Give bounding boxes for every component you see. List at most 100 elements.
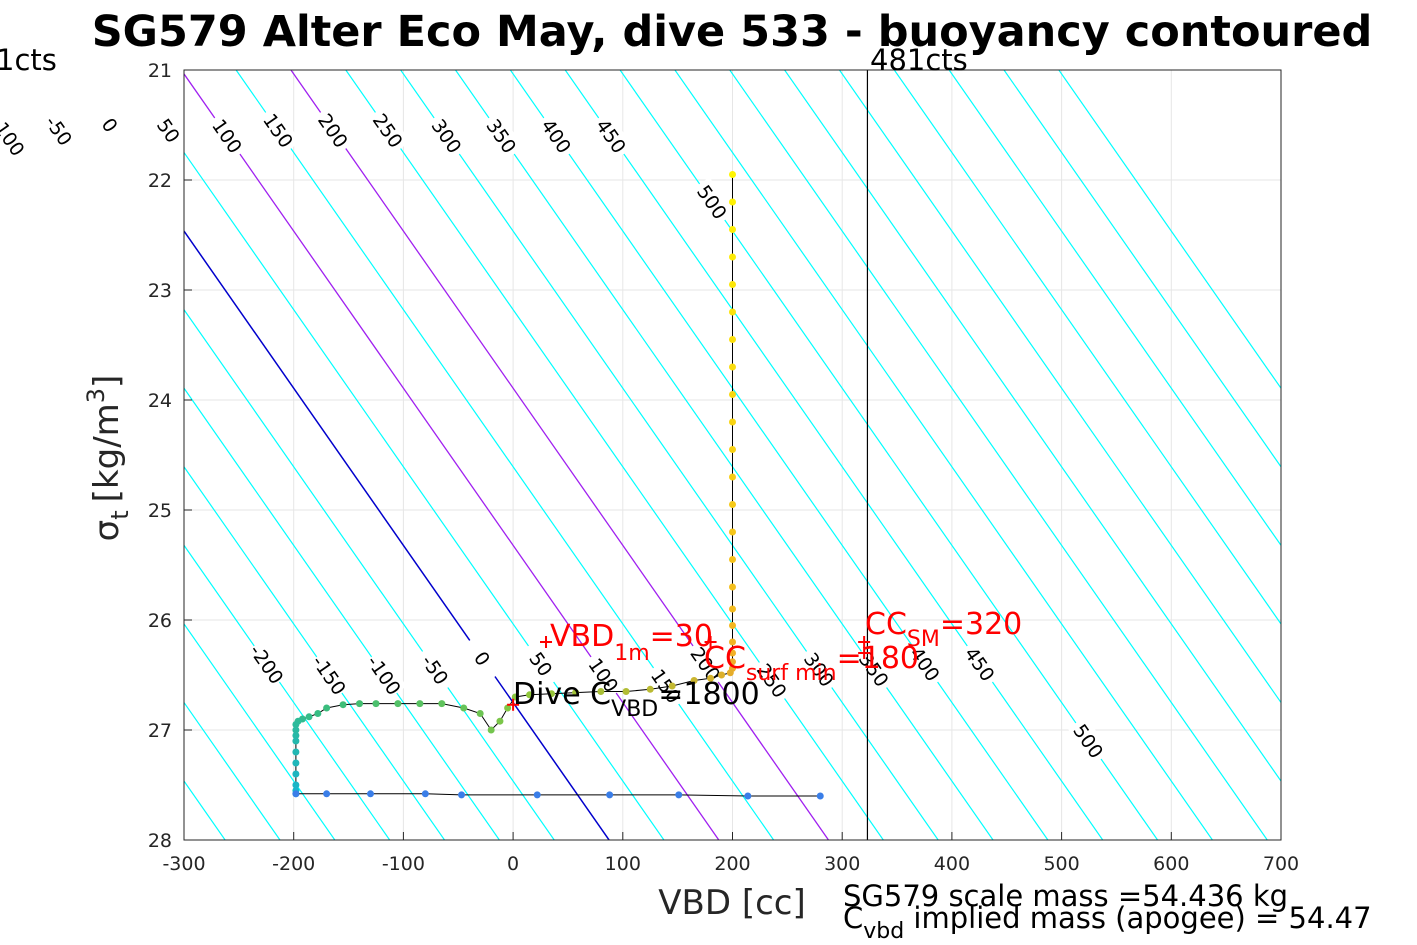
descent-point-14 <box>729 556 736 563</box>
descent-point-55 <box>292 759 300 767</box>
contour-line-50 <box>184 151 665 840</box>
x-tick-label-3: 0 <box>507 853 519 875</box>
descent-point-52 <box>292 732 300 739</box>
y-tick-label-2: 23 <box>148 280 172 302</box>
descent-point-17 <box>729 622 736 629</box>
contour-line--350 <box>184 780 226 840</box>
descent-point-16 <box>729 605 736 613</box>
plus-marker-2 <box>858 636 871 648</box>
upper-contour-label-bg-8 <box>38 105 82 155</box>
x-axis-label: VBD [cc] <box>658 883 806 923</box>
upper-contour-label-group-9: 0 <box>89 100 133 149</box>
lower-contour-label-bg-5 <box>520 639 564 688</box>
descent-point-18 <box>729 638 736 646</box>
descent-point-57 <box>292 781 300 789</box>
y-tick-label-3: 24 <box>148 390 172 412</box>
lower-contour-label-group-1: -150 <box>307 650 352 700</box>
descent-point-37 <box>476 710 484 717</box>
descent-point-24 <box>707 674 715 682</box>
lower-contour-label-bg-1 <box>308 650 352 699</box>
ascent-point-9 <box>816 792 824 800</box>
contour-line-750 <box>893 70 1281 625</box>
lower-contour-label-bg-4 <box>461 633 505 683</box>
y-label-sigma: σ <box>87 520 127 542</box>
descent-point-46 <box>314 710 322 717</box>
descent-point-35 <box>496 717 504 725</box>
contour-line-850 <box>1003 70 1281 468</box>
y-label-close: ] <box>87 375 127 388</box>
contour-line--300 <box>184 701 281 840</box>
descent-point-20 <box>729 658 736 666</box>
descent-point-50 <box>292 721 300 728</box>
contour-labels: -450-400-350-300-250-200-150-100-5005010… <box>0 100 1111 765</box>
descent-point-15 <box>729 583 736 591</box>
x-tick-label-7: 400 <box>934 853 970 875</box>
ascent-point-1 <box>323 790 331 798</box>
lower-contour-label-group-13: 450 <box>959 639 1003 688</box>
descent-point-53 <box>292 737 300 745</box>
lower-contour-label-group-2: -100 <box>362 650 407 700</box>
descent-point-2 <box>729 226 736 233</box>
x-axis-ticks: -300 -200 -100 0 100 200 300 400 500 600 700 <box>162 832 1299 875</box>
contour-line--150 <box>184 465 446 840</box>
descent-point-11 <box>729 473 736 481</box>
lower-contour-label-group-0: -200 <box>245 639 290 689</box>
lower-contour-label-bg-12 <box>904 639 948 688</box>
upper-contour-label-bg-14 <box>367 105 411 155</box>
upper-contour-label-bg-13 <box>312 105 356 155</box>
contour-line-550 <box>674 70 1214 840</box>
y-tick-label-5: 26 <box>148 610 172 632</box>
descent-point-22 <box>726 669 734 677</box>
upper-contour-label-bg-12 <box>257 105 301 155</box>
cc-sm-annotation: CCSM=320 <box>865 607 1022 652</box>
upper-contour-label-bg-18 <box>590 111 634 160</box>
lower-contour-label-group-5: 50 <box>520 639 564 688</box>
ascent-point-7 <box>675 791 683 799</box>
upper-contour-label-bg-7 <box>0 111 31 160</box>
x-tick-label-8: 500 <box>1043 853 1079 875</box>
contour-line-600 <box>729 70 1269 840</box>
descent-point-38 <box>460 704 468 712</box>
descent-point-31 <box>547 690 555 698</box>
descent-point-28 <box>622 688 630 695</box>
upper-contour-label-bg-15 <box>425 111 470 160</box>
upper-contour-label-group-17: 400 <box>535 111 579 160</box>
upper-contour-label-bg-19 <box>691 177 735 226</box>
x-tick-label-6: 300 <box>824 853 860 875</box>
ascent-point-5 <box>533 791 541 799</box>
descent-point-44 <box>339 701 347 709</box>
footer-implied-mass: Cvbd implied mass (apogee) = 54.47 <box>843 901 1372 944</box>
chart-title: SG579 Alter Eco May, dive 533 - buoyancy… <box>92 7 1373 57</box>
contour-line-700 <box>838 70 1281 704</box>
dive-cvbd-annotation: Dive CVBD=1800 <box>513 677 760 722</box>
y-axis-ticks: 21 22 23 24 25 26 27 28 <box>148 60 192 852</box>
upper-contour-label-group-13: 200 <box>312 105 356 155</box>
cc-surf-min-annotation: CCsurf min=180 <box>704 641 919 686</box>
descent-point-9 <box>729 418 736 426</box>
descent-point-43 <box>356 700 364 708</box>
descent-point-27 <box>646 685 654 693</box>
descent-point-41 <box>394 700 402 708</box>
descent-point-10 <box>729 446 736 453</box>
contour-line-800 <box>948 70 1281 547</box>
descent-point-45 <box>323 704 331 712</box>
descent-point-40 <box>416 700 424 708</box>
descent-point-36 <box>487 726 495 734</box>
vline-label: 481cts <box>870 43 968 77</box>
y-label-sup: 3 <box>82 388 110 403</box>
contour-line--50 <box>184 308 555 840</box>
descent-point-51 <box>292 726 300 734</box>
lower-contour-label-bg-13 <box>959 639 1003 688</box>
descent-point-6 <box>729 336 736 343</box>
descent-point-32 <box>526 691 534 699</box>
contour-line-500 <box>619 70 1159 840</box>
lower-contour-label-bg-0 <box>246 639 290 688</box>
descent-point-13 <box>729 528 736 536</box>
descent-point-7 <box>729 363 736 371</box>
descent-point-47 <box>305 713 313 721</box>
upper-contour-label-7: -100 <box>0 113 28 161</box>
descent-point-23 <box>718 671 726 679</box>
upper-contour-label-group-7: -100 <box>0 111 31 161</box>
lower-contour-label-group-14: 500 <box>1067 716 1111 765</box>
